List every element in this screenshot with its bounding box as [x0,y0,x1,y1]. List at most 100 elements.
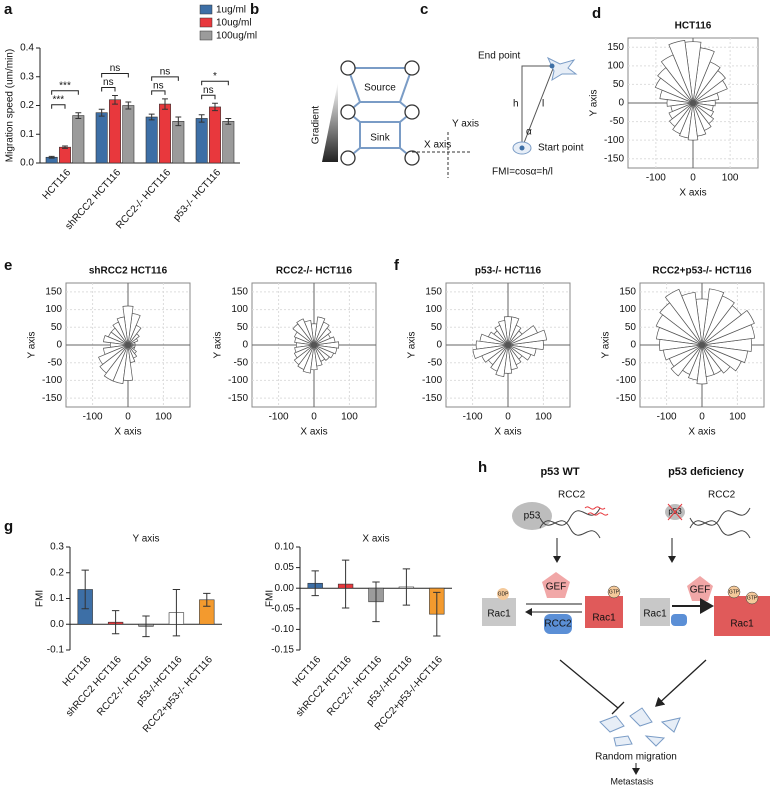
y-tick-label: -0.1 [47,645,65,656]
significance-label: *** [59,80,71,91]
error-bar [433,591,441,637]
gtp-label: GTP [747,595,758,601]
rac1-label: Rac1 [643,609,667,620]
significance-bracket [101,86,116,92]
p53-protein [512,502,552,530]
start-dot [519,145,525,151]
legend-label: 1ug/ml [216,5,246,16]
legend-swatch [199,17,213,28]
panel-letter: e [4,257,12,274]
deficiency-title: p53 deficiency [668,466,745,478]
y-tick-label: -150 [604,153,624,164]
y-tick-label: -100 [422,375,442,386]
y-tick-label: 100 [231,304,248,315]
gdp-label: GDP [498,591,510,597]
y-tick-label: 100 [45,304,62,315]
metastasis-label: Metastasis [610,776,654,786]
significance-bracket [151,76,179,81]
rose-wedge [313,341,340,349]
rose-wedge [660,54,694,104]
rose-wedge [122,344,134,381]
x-tick-label: 100 [722,173,739,184]
bar [122,105,135,164]
dna [689,507,751,539]
significance-label: *** [52,94,64,105]
rose-wedge [692,102,712,131]
formula: FMI=cosα=h/l [492,167,553,178]
y-tick-label: -150 [228,393,248,404]
rcc2-label: RCC2 [558,490,586,501]
x-tick-label: -100 [269,412,289,423]
mrna [584,506,609,516]
rose-wedge [112,321,129,346]
cell-end [546,56,578,82]
y-tick-label: -50 [48,357,63,368]
y-axis-label: Y axis [27,331,38,358]
y-axis-label: Y axis [213,331,224,358]
diagram-h: p53 WT p53 deficiency p53 RCC2 p53 RCC2 … [482,466,770,786]
significance-label: ns [110,63,121,74]
rose-wedge [654,77,694,104]
y-tick-label: 0.2 [20,100,34,111]
y-tick-label: 0 [618,98,624,109]
rac1-gdp [640,598,670,626]
error-bar [203,592,211,607]
chamber [347,67,413,159]
rose-wedge [503,316,513,346]
rose-wedge [313,316,326,346]
y-tick-label: 150 [619,286,636,297]
y-tick-label: 0 [242,340,248,351]
x-tick-label: 100 [155,412,172,423]
legend-label: 100ug/ml [216,31,257,42]
error-bar [111,610,120,635]
rose-wedge [701,310,755,346]
rose-wedge [692,102,715,125]
rose-wedge [494,324,509,346]
gef-shape [687,576,713,601]
y-tick-label: -100 [604,135,624,146]
wells [340,60,420,166]
x-axis-label: X axis [688,427,715,438]
gradient-wedge [322,82,338,162]
x-tick-label: RCC2-/- HCT116 [114,167,173,231]
y-tick-label: 100 [619,304,636,315]
significance-label: ns [160,67,171,78]
chart-title: RCC2-/- HCT116 [276,266,353,277]
panel-letter: b [250,1,259,18]
y-axis-label: Y axis [589,89,600,116]
y-tick-label: 50 [625,322,637,333]
y-axis-label: Migration speed (um/min) [5,49,16,162]
y-tick-label: -150 [422,393,442,404]
rose-wedge [481,344,509,363]
y-tick-label: -100 [42,375,62,386]
rose-wedge [503,344,513,374]
significance-bracket [201,80,229,86]
end-dot [549,63,555,69]
y-tick-label: 50 [51,322,63,333]
rac1-label: Rac1 [487,609,511,620]
legend-label: 10ug/ml [216,18,252,29]
x-tick-label: HCT116 [41,167,74,202]
rose-wedge [292,323,315,346]
bar [59,146,71,164]
y-tick-label: -0.10 [271,624,294,635]
error-bar [48,155,55,159]
y-tick-label: -50 [610,116,625,127]
rcc2-label: RCC2 [708,490,736,501]
significance-label: ns [103,77,114,88]
error-bar [402,568,411,606]
y-tick-label: -0.15 [271,645,294,656]
cross [667,503,683,521]
rose-wedge [313,344,338,355]
error-bar [112,94,118,105]
x-tick-label: shRCC2 HCT116 [294,654,354,719]
gtp-dot [727,585,741,599]
significance-bracket [151,90,166,95]
diagram-b: Gradient Source Sink Y axis X axis [311,60,479,178]
y-tick-label: 0.0 [20,158,34,169]
error-bar [98,108,105,117]
x-tick-label: RCC2-/- HCT116 [95,654,154,718]
x-tick-label: 100 [341,412,358,423]
y-tick-label: 50 [237,322,249,333]
rcc2-shape [671,614,687,626]
